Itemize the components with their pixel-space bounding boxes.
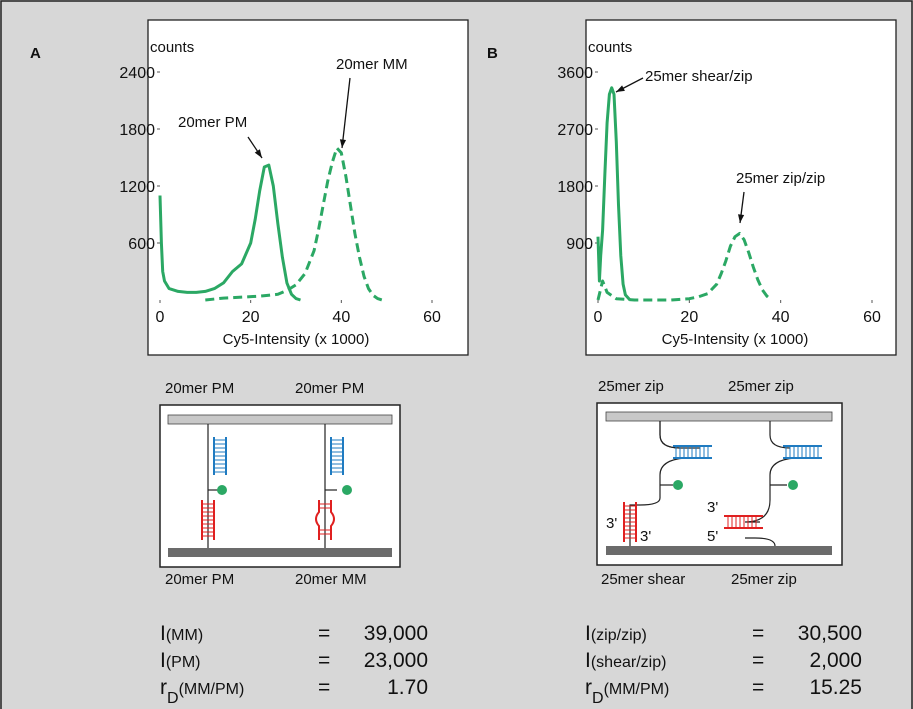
arrow-head (339, 139, 347, 148)
y-tick-label: 3600 (557, 65, 593, 82)
diagram-label: 20mer MM (295, 571, 367, 588)
equation-part: (shear/zip) (591, 654, 667, 671)
equation-part: (PM) (166, 654, 201, 671)
diagram-label: 25mer shear (601, 571, 685, 588)
x-tick-label: 0 (156, 309, 165, 326)
y-tick-label: 2700 (557, 122, 593, 139)
equation-part: (zip/zip) (591, 627, 647, 644)
equation-part: r (160, 676, 167, 699)
diagram-label: 25mer zip (728, 378, 794, 395)
equation-value: 30,500 (798, 622, 862, 645)
y-tick-label: 600 (128, 236, 155, 253)
equation-part: (MM/PM) (179, 681, 245, 698)
y-tick-label: 2400 (119, 65, 155, 82)
y-axis-label: counts (150, 39, 194, 56)
series-label: 25mer shear/zip (645, 68, 753, 85)
equation-relation: = (752, 676, 764, 699)
equation-lhs: rD(MM/PM) (160, 676, 244, 707)
diagram-label: 20mer PM (165, 380, 234, 397)
chart-box (147, 19, 469, 356)
equation-lhs: rD(MM/PM) (585, 676, 669, 707)
strand-end-label: 3' (640, 528, 651, 545)
equation-part: I (160, 649, 166, 672)
x-tick-label: 60 (423, 309, 441, 326)
diagram-label: 20mer PM (165, 571, 234, 588)
strand-end-label: 3' (707, 499, 718, 516)
y-tick-label: 1800 (557, 179, 593, 196)
diagram-label: 25mer zip (598, 378, 664, 395)
equation-relation: = (752, 622, 764, 645)
y-tick-label: 1200 (119, 179, 155, 196)
arrow-head (616, 85, 625, 92)
diagram-a (159, 404, 401, 568)
equation-relation: = (318, 622, 330, 645)
annotation-arrow (341, 77, 351, 149)
equation-lhs: I(PM) (160, 649, 201, 672)
equation-relation: = (752, 649, 764, 672)
panel-letter: B (487, 45, 498, 62)
data-line (596, 232, 773, 302)
equation-part: (MM/PM) (604, 681, 670, 698)
arrow-head (254, 149, 262, 158)
x-tick-label: 40 (332, 309, 350, 326)
equation-relation: = (318, 649, 330, 672)
data-line (205, 146, 383, 302)
x-tick-label: 20 (680, 309, 698, 326)
equation-part: (MM) (166, 627, 203, 644)
equation-part: I (160, 622, 166, 645)
equation-value: 23,000 (364, 649, 428, 672)
x-axis-label: Cy5-Intensity (x 1000) (662, 331, 809, 348)
strand-end-label: 3' (606, 515, 617, 532)
equation-value: 2,000 (809, 649, 862, 672)
x-axis-label: Cy5-Intensity (x 1000) (223, 331, 370, 348)
equation-part: I (585, 622, 591, 645)
equation-lhs: I(zip/zip) (585, 622, 647, 645)
equation-lhs: I(shear/zip) (585, 649, 666, 672)
y-tick-label: 900 (566, 236, 593, 253)
equation-value: 1.70 (387, 676, 428, 699)
arrow-head (738, 214, 745, 223)
panel-letter: A (30, 45, 41, 62)
equation-lhs: I(MM) (160, 622, 203, 645)
equation-value: 39,000 (364, 622, 428, 645)
equation-part: D (167, 690, 179, 707)
series-label: 20mer MM (336, 56, 408, 73)
x-tick-label: 60 (863, 309, 881, 326)
x-tick-label: 20 (242, 309, 260, 326)
equation-relation: = (318, 676, 330, 699)
strand-end-label: 5' (707, 528, 718, 545)
x-tick-label: 0 (594, 309, 603, 326)
y-axis-label: counts (588, 39, 632, 56)
series-label: 20mer PM (178, 114, 247, 131)
data-line (596, 86, 632, 302)
equation-part: r (585, 676, 592, 699)
series-label: 25mer zip/zip (736, 170, 825, 187)
diagram-label: 25mer zip (731, 571, 797, 588)
equation-part: D (592, 690, 604, 707)
y-tick-label: 1800 (119, 122, 155, 139)
diagram-b (596, 402, 843, 566)
equation-part: I (585, 649, 591, 672)
equation-value: 15.25 (809, 676, 862, 699)
diagram-label: 20mer PM (295, 380, 364, 397)
x-tick-label: 40 (772, 309, 790, 326)
data-line (158, 163, 301, 302)
